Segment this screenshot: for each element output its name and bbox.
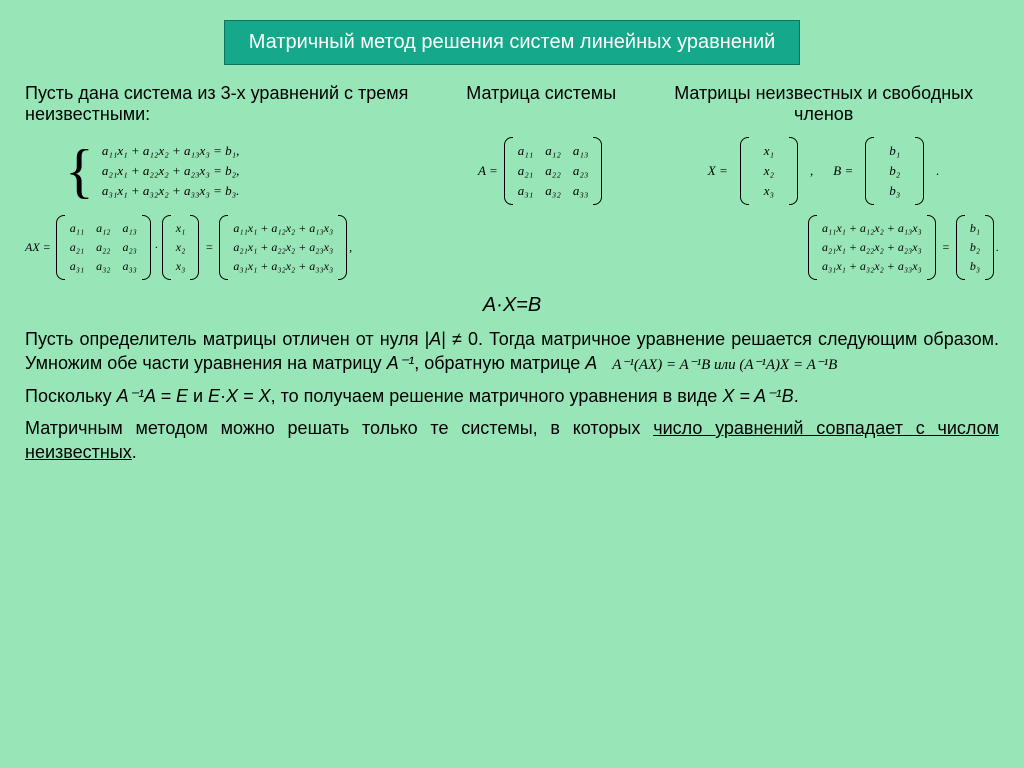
para-2: Поскольку A⁻¹A = E и E·X = X, то получае… — [25, 384, 999, 408]
title: Матричный метод решения систем линейных … — [249, 31, 776, 53]
header-left: Пусть дана система из 3-х уравнений с тр… — [25, 83, 434, 125]
ax-product: AX = a₁₁a₂₁a₃₁ a₁₂a₂₂a₃₂ a₁₃a₂₃a₃₃ · x₁x… — [25, 215, 352, 280]
title-box: Матричный метод решения систем линейных … — [224, 20, 801, 65]
ax-equals-b: a₁₁x₁ + a₁₂x₂ + a₁₃x₃a₂₁x₁ + a₂₂x₂ + a₂₃… — [806, 215, 999, 280]
product-row: AX = a₁₁a₂₁a₃₁ a₁₂a₂₂a₃₂ a₁₃a₂₃a₃₃ · x₁x… — [25, 215, 999, 280]
header-row: Пусть дана система из 3-х уравнений с тр… — [25, 83, 999, 125]
definitions-row: { a₁₁x₁ + a₁₂x₂ + a₁₃x₃ = b₁, a₂₁x₁ + a₂… — [25, 137, 999, 205]
sys-r1: a₁₁x₁ + a₁₂x₂ + a₁₃x₃ = b₁, — [98, 141, 244, 161]
inline-eq: A⁻¹(AX) = A⁻¹B или (A⁻¹A)X = A⁻¹B — [612, 357, 837, 373]
header-mid: Матрица системы — [434, 83, 648, 125]
matrix-xb: X = x₁x₂x₃ , B = b₁b₂b₃ . — [648, 137, 999, 205]
sys-r2: a₂₁x₁ + a₂₂x₂ + a₂₃x₃ = b₂, — [98, 161, 244, 181]
matrix-a: A = a₁₁a₂₁a₃₁ a₁₂a₂₂a₃₂ a₁₃a₂₃a₃₃ — [434, 137, 648, 205]
para-3: Матричным методом можно решать только те… — [25, 416, 999, 465]
header-right: Матрицы неизвестных и свободных членов — [648, 83, 999, 125]
para-1: Пусть определитель матрицы отличен от ну… — [25, 327, 999, 376]
sys-r3: a₃₁x₁ + a₃₂x₂ + a₃₃x₃ = b₃. — [98, 181, 244, 201]
system-equations: { a₁₁x₁ + a₁₂x₂ + a₁₃x₃ = b₁, a₂₁x₁ + a₂… — [25, 137, 434, 205]
center-equation: A·X=B — [25, 294, 999, 317]
